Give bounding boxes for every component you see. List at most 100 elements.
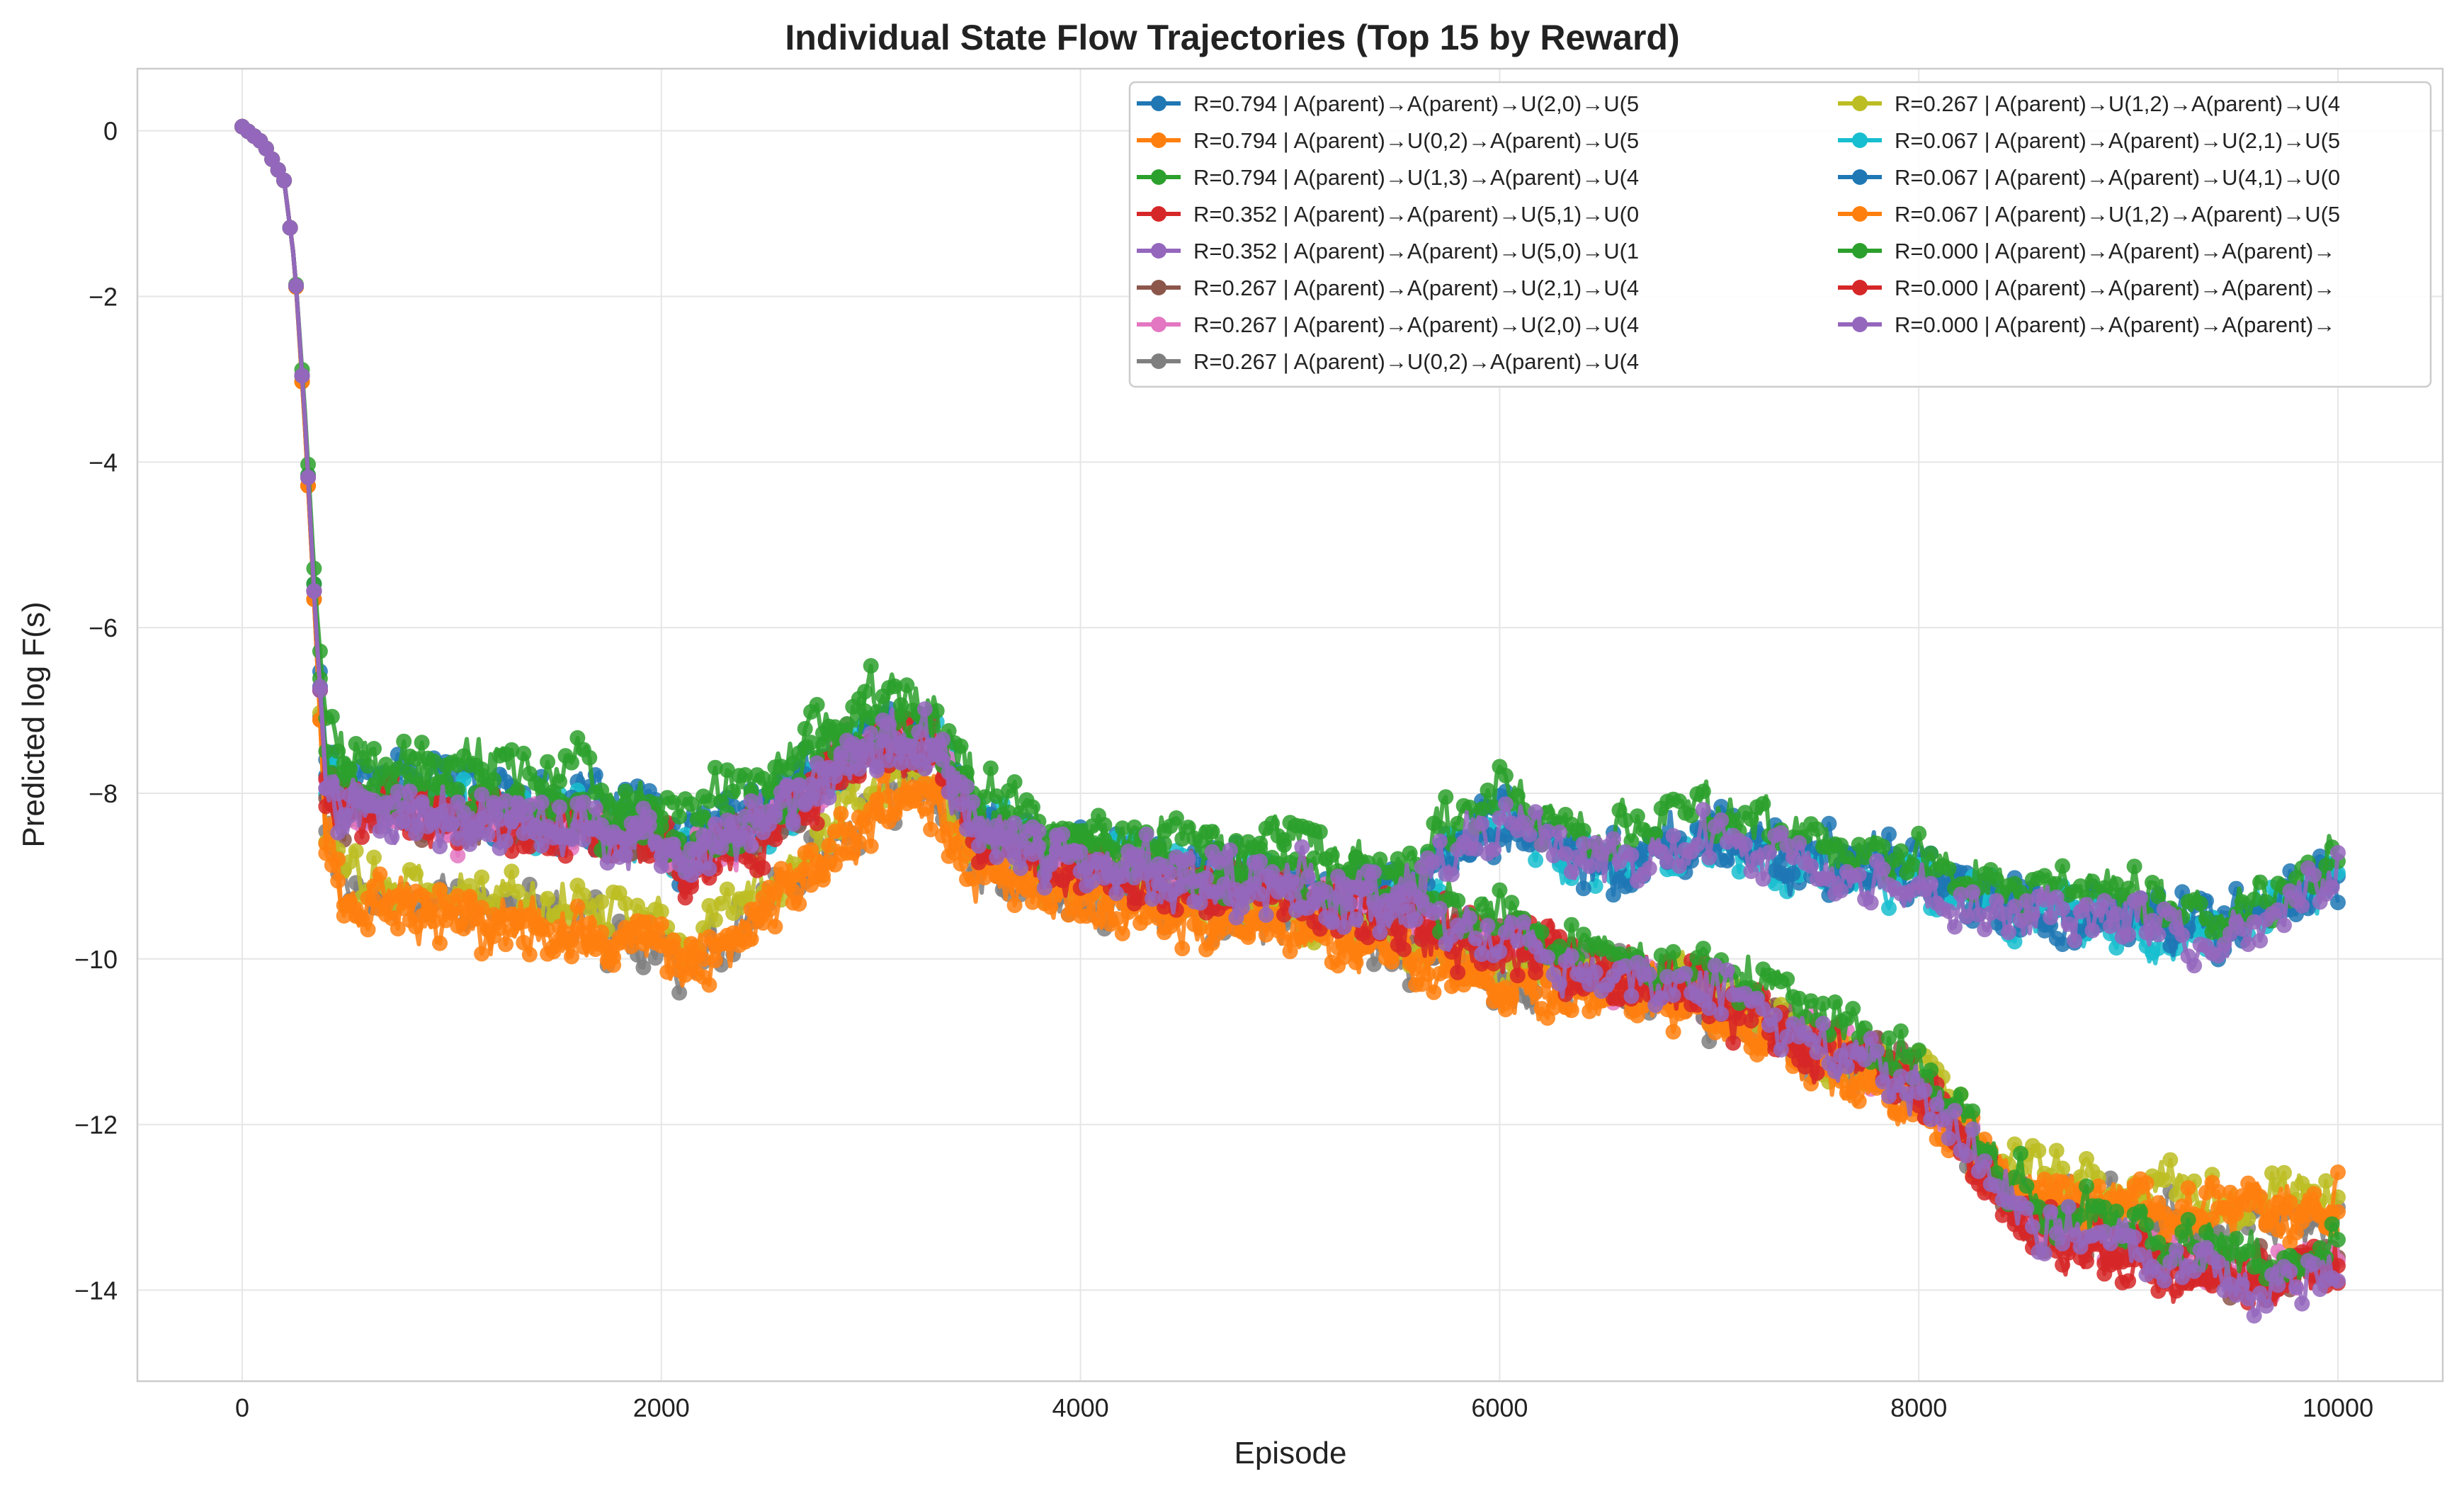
data-point: [935, 827, 951, 844]
data-point: [1779, 971, 1795, 987]
data-point: [288, 278, 304, 294]
data-point: [348, 843, 364, 859]
data-point: [2150, 926, 2167, 943]
data-point: [1892, 1023, 1909, 1039]
data-point: [1809, 821, 1825, 837]
data-point: [1737, 837, 1753, 853]
plot-area: [234, 118, 2346, 1324]
data-point: [330, 851, 346, 868]
data-point: [2001, 924, 2016, 941]
data-point: [438, 803, 454, 819]
data-point: [1114, 926, 1130, 941]
data-point: [2019, 1178, 2035, 1194]
data-point: [863, 658, 879, 674]
data-point: [2120, 1273, 2137, 1289]
data-point: [1689, 837, 1705, 853]
data-point: [809, 815, 825, 832]
data-point: [1474, 815, 1489, 832]
data-point: [1480, 782, 1496, 798]
data-point: [420, 761, 436, 778]
data-point: [1294, 839, 1310, 855]
data-point: [1450, 892, 1466, 909]
data-point: [1941, 903, 1957, 919]
data-point: [1552, 824, 1567, 840]
data-point: [450, 847, 466, 863]
data-point: [1719, 853, 1735, 869]
data-point: [366, 849, 382, 866]
data-point: [2108, 906, 2125, 922]
series-layer: [234, 118, 2346, 1324]
data-point: [1582, 858, 1598, 874]
data-point: [1210, 925, 1226, 941]
data-point: [569, 898, 586, 914]
data-point: [2252, 933, 2269, 948]
data-point: [1965, 884, 1981, 900]
data-point: [474, 869, 490, 885]
data-point: [635, 959, 652, 975]
data-point: [324, 779, 340, 795]
data-point: [2067, 932, 2082, 948]
data-point: [1821, 871, 1837, 888]
data-point: [1575, 880, 1591, 897]
data-point: [683, 936, 699, 952]
data-point: [2276, 1164, 2292, 1181]
data-point: [318, 798, 334, 815]
data-point: [2060, 916, 2077, 932]
data-point: [2079, 1178, 2094, 1194]
data-point: [1492, 882, 1508, 898]
data-point: [1725, 1035, 1742, 1051]
data-point: [1629, 808, 1645, 824]
data-point: [707, 953, 723, 968]
data-point: [1713, 812, 1730, 828]
data-point: [408, 866, 424, 882]
data-point: [342, 807, 358, 824]
data-point: [1881, 826, 1897, 842]
data-point: [1851, 1075, 1867, 1091]
data-point: [1833, 883, 1849, 899]
data-point: [1863, 895, 1879, 911]
data-point: [2330, 895, 2346, 911]
data-point: [2031, 1143, 2047, 1159]
data-point: [581, 749, 598, 766]
data-point: [420, 891, 436, 907]
data-point: [540, 922, 556, 938]
data-point: [1504, 990, 1520, 1007]
data-point: [432, 935, 448, 951]
data-point: [2252, 874, 2269, 890]
data-point: [336, 755, 352, 771]
data-point: [2324, 880, 2340, 895]
data-point: [1587, 878, 1603, 894]
data-point: [354, 829, 370, 845]
data-point: [2133, 890, 2148, 906]
data-point: [1096, 817, 1113, 833]
data-point: [2324, 1216, 2340, 1232]
data-point: [1977, 922, 1993, 938]
data-point: [1563, 1002, 1579, 1019]
data-point: [516, 745, 532, 761]
data-point: [857, 684, 873, 700]
data-point: [1306, 850, 1322, 866]
data-point: [1606, 831, 1621, 847]
data-point: [396, 733, 412, 749]
data-point: [809, 696, 825, 713]
data-point: [1665, 1024, 1681, 1040]
data-point: [725, 783, 742, 800]
data-point: [432, 839, 448, 855]
data-point: [521, 946, 538, 963]
data-point: [1647, 826, 1664, 842]
data-point: [450, 918, 466, 934]
data-point: [474, 946, 490, 962]
data-point: [2024, 906, 2040, 922]
data-point: [1941, 861, 1957, 877]
data-point: [1528, 852, 1544, 868]
data-point: [509, 909, 526, 925]
data-point: [348, 736, 364, 752]
data-point: [815, 872, 831, 888]
data-point: [2210, 1184, 2226, 1200]
data-point: [2150, 1204, 2167, 1220]
data-point: [1606, 887, 1621, 903]
data-point: [1486, 841, 1501, 858]
data-point: [2084, 922, 2101, 939]
data-point: [1923, 1062, 1939, 1078]
data-point: [1731, 863, 1747, 880]
